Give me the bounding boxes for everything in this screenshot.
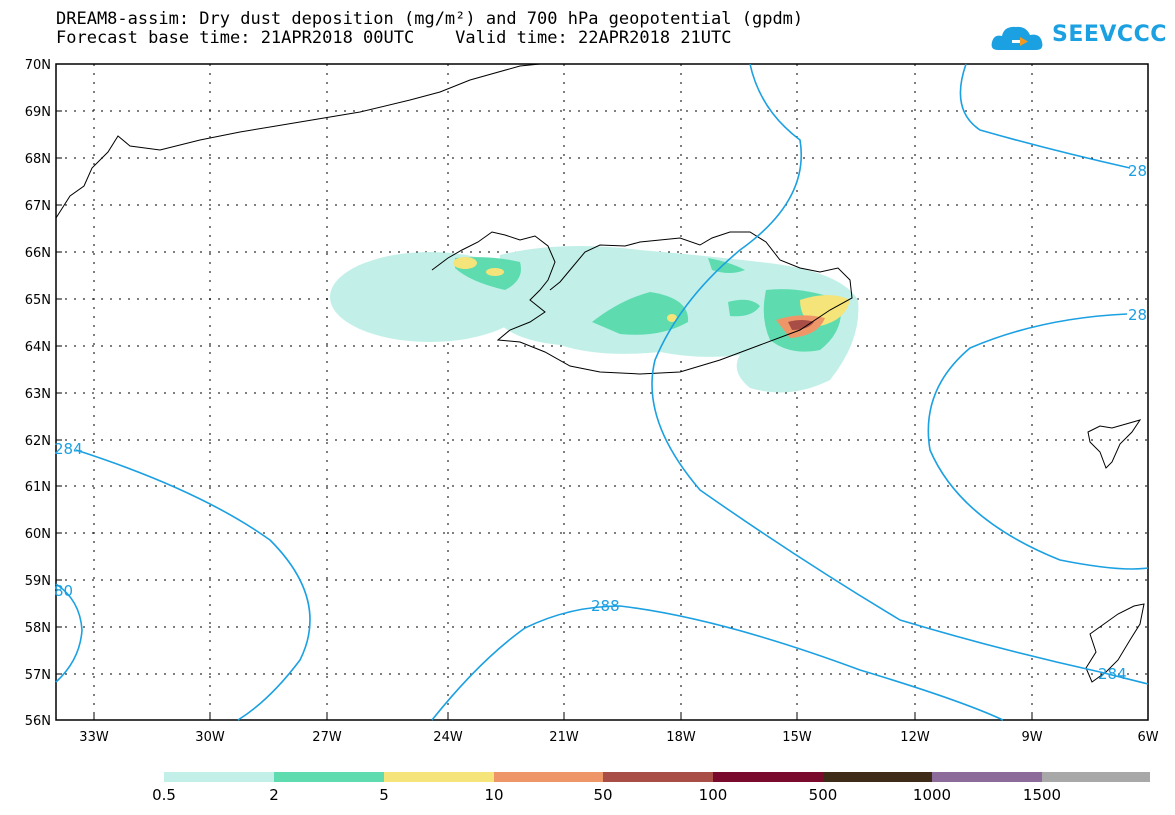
colorbar-label: 100 xyxy=(699,786,728,804)
longitude-labels: 33W 30W 27W 24W 21W 18W 15W 12W 9W 6W xyxy=(79,730,1158,745)
lat-label: 60N xyxy=(25,527,51,542)
colorbar-swatch xyxy=(384,772,494,782)
plot-frame xyxy=(55,63,1149,721)
contour-label: 288 xyxy=(591,597,620,615)
contour-label: 28 xyxy=(1128,306,1147,324)
lat-label: 66N xyxy=(25,246,51,261)
lat-label: 64N xyxy=(25,340,51,355)
contour-labels: 284 80 288 284 28 28 xyxy=(54,162,1147,683)
contour-label: 284 xyxy=(1098,665,1127,683)
lat-label: 56N xyxy=(25,714,51,729)
axis-ticks xyxy=(56,63,1033,720)
colorbar-label: 1000 xyxy=(913,786,951,804)
lon-label: 15W xyxy=(782,730,812,745)
colorbar-label: 1500 xyxy=(1023,786,1061,804)
colorbar: 0.5 2 5 10 50 100 500 1000 1500 xyxy=(152,772,1150,804)
lat-label: 57N xyxy=(25,668,51,683)
lon-label: 24W xyxy=(433,730,463,745)
lat-label: 61N xyxy=(25,480,51,495)
contour-label: 80 xyxy=(54,582,73,600)
lat-label: 58N xyxy=(25,621,51,636)
lon-label: 12W xyxy=(900,730,930,745)
colorbar-swatch xyxy=(1042,772,1150,782)
colorbar-swatch xyxy=(823,772,932,782)
colorbar-label: 2 xyxy=(269,786,279,804)
logo-text: SEEVCCC xyxy=(1052,22,1167,47)
colorbar-label: 0.5 xyxy=(152,786,176,804)
geopotential-contours xyxy=(55,63,1149,721)
lon-label: 21W xyxy=(549,730,579,745)
latitude-labels: 70N 69N 68N 67N 66N 65N 64N 63N 62N 61N … xyxy=(25,58,51,729)
colorbar-swatch xyxy=(494,772,603,782)
lon-label: 9W xyxy=(1021,730,1042,745)
contour-label: 284 xyxy=(54,440,83,458)
coastlines xyxy=(55,63,1145,683)
contour-label: 28 xyxy=(1128,162,1147,180)
lat-label: 59N xyxy=(25,574,51,589)
lat-label: 65N xyxy=(25,293,51,308)
lat-label: 62N xyxy=(25,434,51,449)
lat-label: 70N xyxy=(25,58,51,73)
lon-label: 30W xyxy=(195,730,225,745)
lat-label: 69N xyxy=(25,105,51,120)
lon-label: 33W xyxy=(79,730,109,745)
colorbar-swatch xyxy=(713,772,823,782)
forecast-times: Forecast base time: 21APR2018 00UTC Vali… xyxy=(56,28,732,48)
colorbar-label: 10 xyxy=(484,786,503,804)
colorbar-label: 500 xyxy=(809,786,838,804)
lat-label: 67N xyxy=(25,199,51,214)
colorbar-swatch xyxy=(932,772,1042,782)
lat-label: 68N xyxy=(25,152,51,167)
lon-label: 18W xyxy=(666,730,696,745)
lat-label: 63N xyxy=(25,387,51,402)
colorbar-label: 50 xyxy=(593,786,612,804)
lon-label: 27W xyxy=(312,730,342,745)
gridlines xyxy=(56,64,1148,720)
colorbar-label: 5 xyxy=(379,786,389,804)
lon-label: 6W xyxy=(1137,730,1158,745)
cloud-icon xyxy=(991,26,1043,50)
colorbar-swatch xyxy=(274,772,384,782)
colorbar-swatch xyxy=(603,772,713,782)
colorbar-swatch xyxy=(164,772,274,782)
map-title: DREAM8-assim: Dry dust deposition (mg/m²… xyxy=(56,9,804,29)
